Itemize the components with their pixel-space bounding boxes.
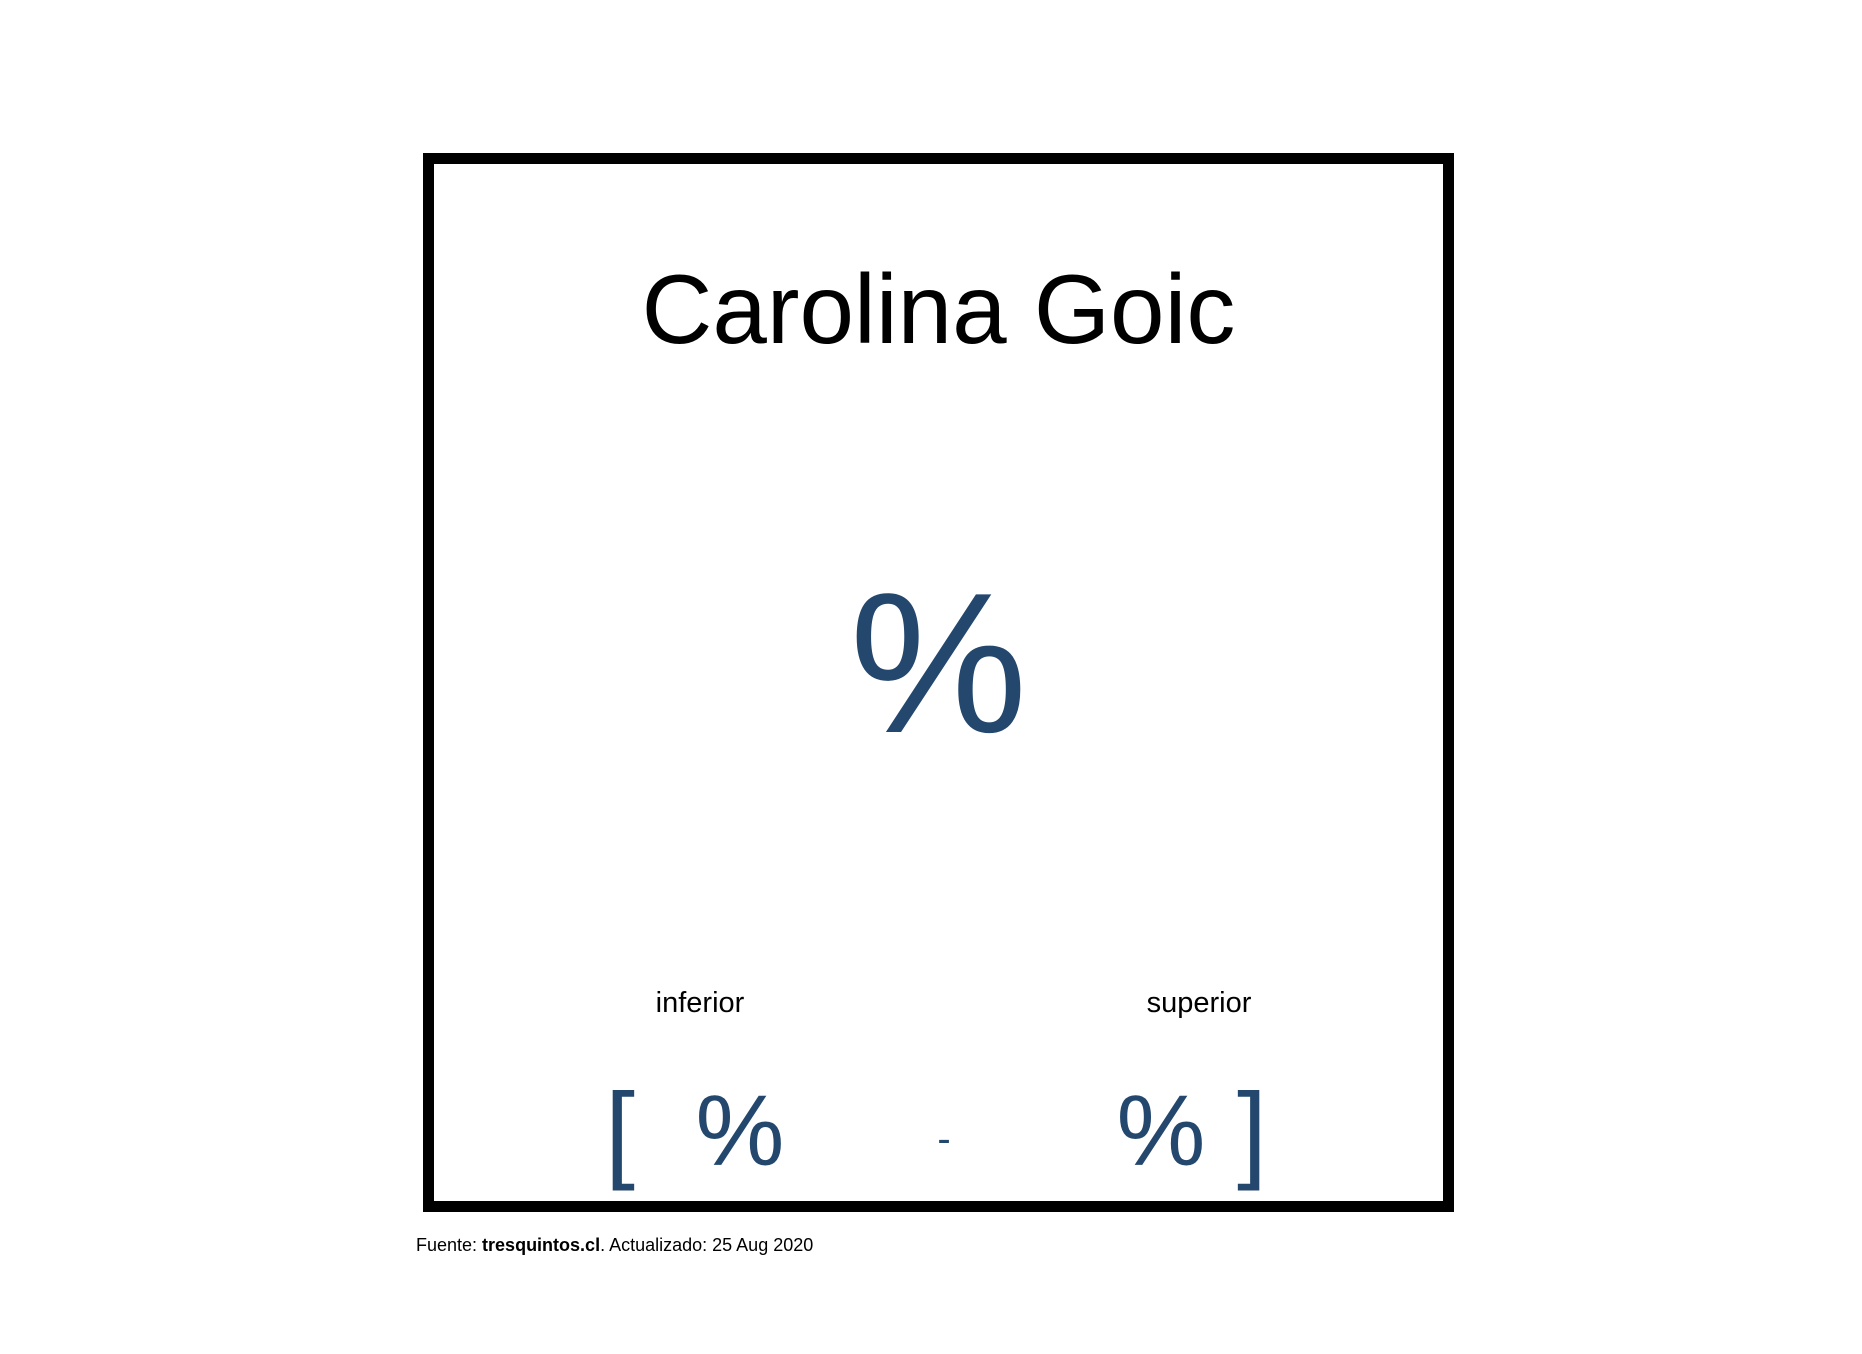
upper-bound-value: % [1116,1075,1206,1187]
interval-separator: - [937,1117,951,1161]
candidate-card: Carolina Goic % inferior superior [ % - … [423,153,1454,1212]
main-percentage: % [849,552,1028,775]
source-prefix: Fuente: [416,1235,483,1255]
close-bracket: ] [1236,1070,1268,1191]
source-footer: Fuente: tresquintos.cl. Actualizado: 25 … [416,1234,813,1256]
upper-bound-label: superior [1146,987,1252,1019]
open-bracket: [ [604,1070,636,1191]
source-name: tresquintos.cl [482,1235,601,1255]
candidate-name: Carolina Goic [641,254,1236,364]
updated-text: . Actualizado: 25 Aug 2020 [600,1235,814,1255]
lower-bound-value: % [695,1075,785,1187]
lower-bound-label: inferior [655,987,745,1019]
